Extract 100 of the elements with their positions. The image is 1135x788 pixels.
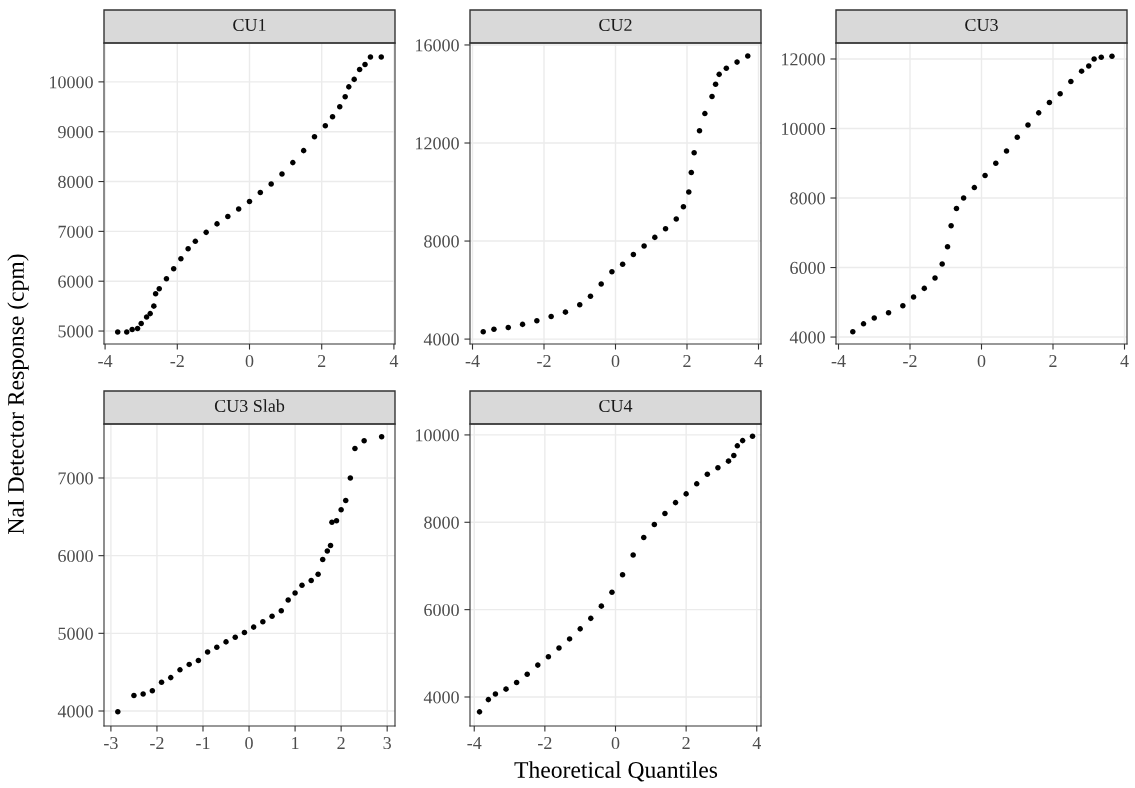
point: [250, 624, 257, 630]
point: [535, 662, 541, 668]
point: [716, 71, 722, 78]
x-tick-label: 0: [245, 354, 254, 368]
point: [140, 691, 146, 697]
point: [342, 94, 348, 100]
point: [860, 321, 867, 327]
x-tick-label: -2: [170, 354, 184, 367]
point: [505, 324, 512, 331]
point: [356, 66, 363, 73]
point: [673, 216, 680, 222]
point: [170, 265, 177, 272]
point: [1098, 54, 1105, 61]
x-tick-label: -2: [150, 736, 164, 749]
point: [311, 133, 318, 140]
point: [195, 657, 202, 664]
point: [327, 542, 334, 549]
point: [652, 234, 658, 241]
point: [948, 223, 954, 229]
x-tick-label: 0: [245, 736, 253, 750]
chart-title: CU2: [599, 18, 632, 32]
x-axis-title: Theoretical Quantiles: [514, 761, 718, 782]
point: [548, 313, 554, 320]
point: [257, 189, 264, 196]
point: [378, 434, 385, 440]
point: [290, 159, 296, 166]
y-tick-label: 5000: [58, 325, 93, 338]
point: [900, 302, 906, 309]
y-tick-label: 6000: [790, 261, 825, 274]
point: [203, 229, 209, 236]
chart-title: CU4: [599, 399, 633, 413]
point: [269, 613, 275, 620]
point: [577, 626, 583, 632]
point: [1014, 134, 1021, 140]
x-tick-label: 4: [754, 355, 763, 367]
point: [346, 84, 352, 90]
chart-title: CU3: [965, 18, 998, 32]
point: [123, 329, 130, 335]
point: [587, 293, 594, 299]
y-tick-label: 10000: [50, 76, 93, 89]
point: [562, 309, 569, 315]
point: [492, 691, 499, 697]
point: [619, 571, 626, 578]
point: [147, 310, 153, 317]
point: [342, 497, 349, 504]
point: [232, 634, 238, 640]
point: [138, 320, 144, 327]
point: [693, 481, 700, 487]
point: [338, 507, 344, 513]
point: [1078, 68, 1085, 74]
point: [672, 499, 679, 506]
y-tick-label: 12000: [416, 137, 459, 150]
x-tick-label: 2: [683, 354, 691, 367]
point: [129, 326, 135, 333]
point: [662, 226, 669, 232]
point: [115, 709, 121, 715]
point: [214, 221, 220, 227]
point: [519, 321, 526, 328]
point: [683, 491, 689, 497]
x-tick-label: 0: [611, 736, 620, 750]
point: [279, 171, 285, 177]
point: [744, 53, 751, 59]
x-tick-label: 4: [389, 355, 399, 367]
point: [1003, 148, 1010, 154]
point: [347, 475, 354, 481]
point: [491, 326, 497, 333]
y-tick-label: 4000: [57, 705, 93, 718]
y-tick-label: 12000: [782, 53, 825, 66]
point: [329, 519, 335, 526]
chart-title: CU1: [233, 18, 266, 32]
point: [619, 261, 626, 268]
point: [225, 213, 231, 220]
x-tick-label: -4: [98, 355, 113, 367]
point: [712, 81, 719, 87]
y-tick-label: 6000: [58, 275, 93, 288]
point: [534, 317, 540, 324]
point: [333, 517, 340, 524]
point: [640, 534, 647, 541]
point: [149, 688, 156, 694]
point: [566, 636, 573, 642]
x-tick-label: -4: [465, 355, 480, 367]
point: [336, 104, 343, 110]
point: [151, 303, 157, 309]
x-tick-label: -3: [104, 736, 118, 750]
point: [921, 285, 928, 292]
point: [235, 206, 242, 212]
x-tick-label: 2: [317, 354, 326, 367]
x-tick-label: 2: [682, 736, 690, 749]
y-tick-label: 6000: [424, 603, 459, 617]
point: [485, 696, 492, 703]
point: [114, 329, 121, 335]
point: [186, 661, 192, 668]
y-tick-label: 16000: [416, 39, 459, 52]
point: [688, 169, 695, 176]
point: [378, 54, 385, 60]
point: [158, 679, 165, 686]
point: [731, 452, 737, 459]
point: [177, 667, 183, 673]
y-tick-label: 9000: [58, 125, 93, 139]
y-tick-label: 8000: [58, 175, 93, 188]
